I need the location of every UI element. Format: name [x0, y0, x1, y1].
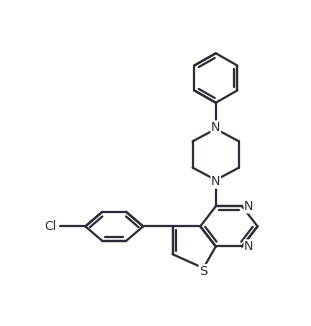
Text: N: N	[244, 240, 253, 253]
Text: Cl: Cl	[44, 220, 57, 233]
Text: N: N	[211, 121, 220, 134]
Text: S: S	[199, 265, 208, 278]
Text: N: N	[211, 175, 220, 188]
Text: N: N	[244, 200, 253, 213]
